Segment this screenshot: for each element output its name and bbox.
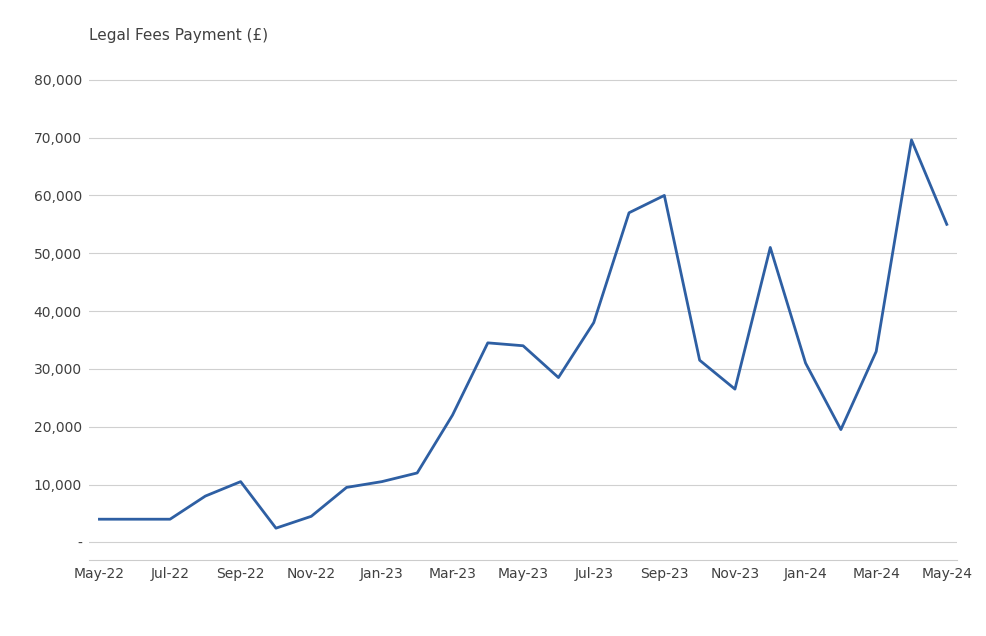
Text: Legal Fees Payment (£): Legal Fees Payment (£)	[89, 28, 267, 43]
